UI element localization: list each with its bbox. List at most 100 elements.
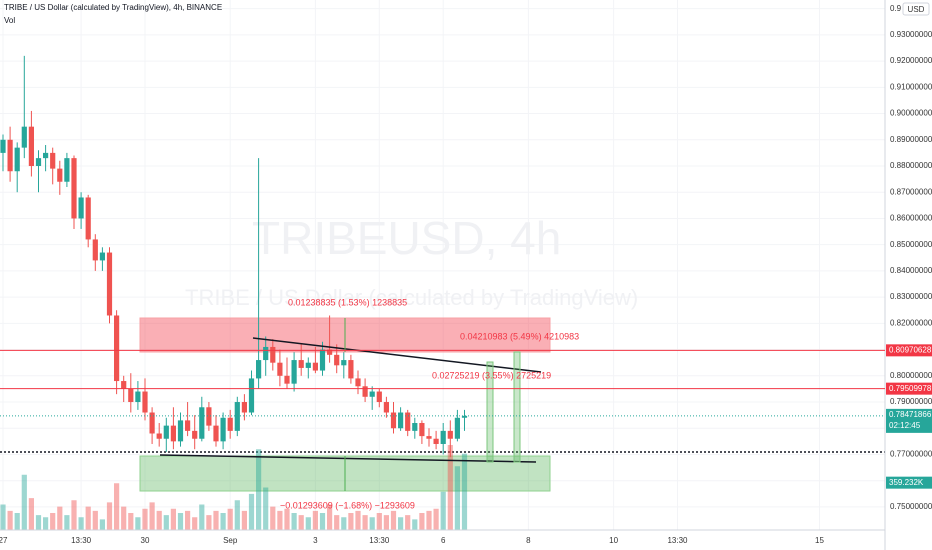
measure-box <box>513 351 521 463</box>
candle-body <box>241 402 247 413</box>
volume-bar <box>227 508 233 530</box>
candle-body <box>312 362 318 371</box>
candle-body <box>85 197 91 240</box>
volume-bar <box>270 506 276 530</box>
candle-body <box>0 139 6 153</box>
volume-bar <box>383 515 389 530</box>
volume-bar <box>57 506 63 530</box>
candle-body <box>227 417 233 431</box>
volume-bar <box>369 517 375 530</box>
volume-bar <box>291 513 297 530</box>
candle-body <box>263 346 269 361</box>
annotation: 0.01238835 (1.53%) 1238835 <box>288 297 407 307</box>
x-tick-label: Sep <box>223 536 238 545</box>
candle-body <box>142 391 148 413</box>
volume-bar <box>50 513 56 530</box>
last-price-tag <box>886 408 932 433</box>
volume-bar <box>426 510 432 530</box>
y-tick-label: 0.86000000 <box>890 214 932 223</box>
volume-bar <box>362 515 368 530</box>
volume-bar <box>341 517 347 530</box>
candle-body <box>419 423 425 437</box>
candle-body <box>206 407 212 426</box>
candle-body <box>362 386 368 397</box>
candle-body <box>327 349 333 355</box>
x-tick-label: 3 <box>313 536 318 545</box>
volume-bar <box>454 466 460 530</box>
volume-bar <box>170 508 176 530</box>
candle-body <box>334 354 340 366</box>
volume-bar <box>206 515 212 530</box>
annotation: −0.01293609 (−1.68%) −1293609 <box>280 500 415 510</box>
x-tick-label: 30 <box>141 536 150 545</box>
candle-body <box>43 152 49 159</box>
candle-body <box>461 415 468 418</box>
volume-bar <box>305 517 311 530</box>
volume-bar <box>213 510 219 530</box>
y-tick-label: 0.92000000 <box>890 56 932 65</box>
currency-box <box>902 2 930 16</box>
candle-body <box>405 412 411 431</box>
candle-body <box>64 158 70 182</box>
volume-bar <box>192 517 198 530</box>
currency: USD <box>908 5 925 14</box>
volume-bar <box>0 504 6 530</box>
y-tick-label: 0.85000000 <box>890 240 932 249</box>
candle-body <box>383 402 389 413</box>
y-tick-label: 0.87000000 <box>890 187 932 196</box>
candle-body <box>376 391 382 403</box>
volume-bar <box>248 493 255 530</box>
last-price-label: 0.78471866 <box>889 410 932 419</box>
candle-body <box>135 391 141 403</box>
candle-body <box>220 417 226 442</box>
y-tick-label: 0.93000000 <box>890 30 932 39</box>
candle-body <box>433 438 439 444</box>
candle-body <box>256 360 262 379</box>
candle-body <box>128 388 134 403</box>
volume-bar <box>419 513 425 530</box>
x-tick-label: 8 <box>526 536 531 545</box>
volume-bar <box>298 515 304 530</box>
volume-bar <box>106 502 113 530</box>
countdown: 02:12:45 <box>889 421 921 430</box>
y-tick-label: 0.77000000 <box>890 450 932 459</box>
candle-body <box>270 346 276 363</box>
candle-body <box>426 436 432 439</box>
annotation: 0.04210983 (5.49%) 4210983 <box>460 331 579 341</box>
y-tick-label: 0.84000000 <box>890 266 932 275</box>
volume-bar <box>440 491 446 530</box>
volume-bar <box>199 504 205 530</box>
candle-body <box>78 197 84 219</box>
y-tick-label: 0.91000000 <box>890 82 932 91</box>
volume-bar <box>163 515 169 530</box>
volume-bar <box>277 510 283 530</box>
y-tick-label: 0.79000000 <box>890 397 932 406</box>
watermark-description: TRIBE / US Dollar (calculated by Trading… <box>185 285 638 310</box>
price-level-tag <box>886 382 932 395</box>
volume-bar <box>7 510 13 530</box>
x-tick-label: 27 <box>0 536 8 545</box>
candle-body <box>277 362 283 376</box>
y-tick-label: 0.88000000 <box>890 161 932 170</box>
volume-bar <box>92 510 98 530</box>
y-tick-label: 0.83000000 <box>890 292 932 301</box>
y-tick-label: 0.82000000 <box>890 318 932 327</box>
candle-body <box>213 425 219 442</box>
volume-bar <box>263 487 269 530</box>
volume-bar <box>99 519 105 530</box>
volume-pane <box>0 445 468 530</box>
volume-bar <box>121 506 127 530</box>
candle-body <box>291 360 297 384</box>
candle-body <box>163 425 169 439</box>
volume-bar <box>355 510 361 530</box>
chart-title: TRIBE / US Dollar (calculated by Trading… <box>4 3 222 12</box>
y-tick-label: 0.90000000 <box>890 109 932 118</box>
x-tick-label: 13:30 <box>369 536 390 545</box>
y-tick-label: 0.9 <box>890 4 902 13</box>
candle-body <box>57 168 63 182</box>
candle-body <box>106 252 113 316</box>
volume-label: 359.232K <box>889 478 924 487</box>
volume-bar <box>85 506 91 530</box>
volume-bar <box>64 515 70 530</box>
volume-bar <box>412 519 418 530</box>
